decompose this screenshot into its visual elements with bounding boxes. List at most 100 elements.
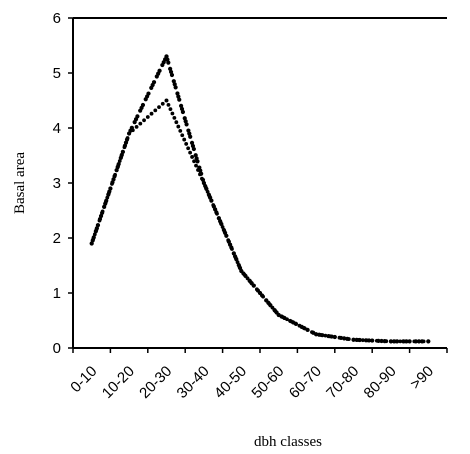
series-1-dot	[273, 309, 278, 314]
series-1-dot	[119, 154, 124, 159]
series-1-dot	[332, 335, 337, 339]
series-1-dot	[297, 323, 302, 328]
series-1-dot	[207, 194, 212, 199]
series-1-dot	[172, 115, 177, 120]
series-1-dot	[233, 255, 238, 260]
series-1-dot	[242, 272, 247, 277]
series-1-dot	[116, 163, 121, 168]
series-1-dot	[124, 140, 128, 145]
series-1-dot	[337, 335, 342, 340]
x-tick-label: 20-30	[136, 363, 175, 402]
series-1-dot	[178, 128, 183, 133]
series-1-dot	[370, 338, 375, 343]
series-1-dot	[305, 328, 310, 332]
series-0-dot	[140, 102, 146, 108]
series-1-dot	[215, 211, 219, 216]
series-0-dot	[166, 60, 171, 65]
series-1-dot	[194, 163, 198, 168]
series-1-dot	[254, 287, 259, 292]
series-1-dot	[200, 176, 204, 181]
series-1-dot	[216, 216, 221, 221]
series-1-dot	[228, 242, 232, 247]
series-1-dot	[108, 186, 113, 191]
series-1-dot	[100, 209, 105, 214]
series-1-dot	[91, 237, 96, 241]
series-1-dot	[103, 200, 108, 205]
y-tick-label: 4	[53, 120, 61, 137]
series-1-dot	[342, 336, 347, 341]
series-1-dot	[310, 330, 314, 335]
series-1-dot	[188, 150, 193, 155]
series-layer	[89, 54, 431, 344]
series-1-dot	[239, 269, 244, 273]
series-1-dot	[360, 338, 365, 343]
series-1-dot	[145, 115, 150, 119]
series-1-dot	[389, 339, 393, 344]
series-1-dot	[106, 191, 111, 195]
series-1-dot	[218, 220, 223, 225]
series-1-dot	[157, 105, 161, 109]
series-1-dot	[426, 339, 431, 344]
series-1-dot	[235, 260, 240, 265]
series-1-dot	[248, 280, 253, 284]
x-tick-label: 70-80	[323, 363, 362, 402]
series-1-dot	[251, 283, 256, 288]
x-tick-label: 40-50	[211, 363, 250, 402]
series-1	[89, 98, 431, 344]
series-1-dot	[205, 189, 210, 194]
x-tick-label: 30-40	[174, 363, 213, 402]
series-1-dot	[203, 185, 208, 190]
series-1-dot	[412, 339, 417, 344]
series-1-dot	[184, 142, 189, 146]
series-0-dot	[188, 134, 193, 139]
series-1-dot	[127, 131, 131, 136]
series-1-dot	[258, 291, 262, 295]
series-1-dot	[134, 125, 139, 129]
series-1-dot	[365, 338, 370, 343]
y-tick-label: 1	[53, 285, 61, 302]
series-1-dot	[198, 172, 202, 177]
series-1-dot	[407, 339, 412, 344]
x-tick-label: 60-70	[286, 363, 325, 402]
series-0-dot	[135, 114, 140, 119]
x-tick-label: 80-90	[361, 363, 400, 402]
series-1-dot	[130, 128, 135, 133]
series-0-dot	[191, 146, 196, 152]
series-1-dot	[226, 238, 231, 243]
series-1-dot	[89, 241, 94, 246]
x-tick-label: 0-10	[67, 363, 100, 396]
series-1-dot	[261, 294, 266, 299]
series-1-dot	[384, 339, 389, 344]
series-1-dot	[168, 107, 173, 112]
series-1-dot	[314, 332, 318, 337]
series-1-dot	[196, 168, 200, 172]
series-1-dot	[351, 337, 356, 342]
series-1-dot	[323, 333, 328, 338]
series-1-dot	[289, 319, 294, 324]
series-1-dot	[213, 207, 218, 212]
series-0-dot	[177, 97, 182, 102]
y-tick-label: 2	[53, 230, 61, 247]
series-1-dot	[209, 198, 214, 203]
series-1-dot	[417, 339, 421, 344]
series-1-dot	[356, 338, 361, 342]
series-1-dot	[99, 214, 103, 218]
series-1-dot	[111, 177, 116, 182]
series-1-dot	[231, 251, 236, 256]
series-1-dot	[403, 339, 407, 344]
series-1-dot	[285, 317, 289, 322]
series-0-dot	[169, 72, 175, 78]
series-1-dot	[374, 338, 379, 343]
series-0-dot	[151, 80, 157, 85]
y-axis-title: Basal area	[12, 152, 28, 214]
series-1-dot	[97, 218, 102, 223]
series-0	[89, 54, 431, 344]
series-1-dot	[230, 247, 234, 251]
series-1-dot	[153, 108, 158, 113]
x-tick-label: 10-20	[99, 363, 138, 402]
series-1-dot	[102, 204, 107, 209]
plot-frame	[72, 17, 447, 349]
series-1-dot	[393, 339, 398, 344]
series-1-dot	[276, 313, 281, 317]
